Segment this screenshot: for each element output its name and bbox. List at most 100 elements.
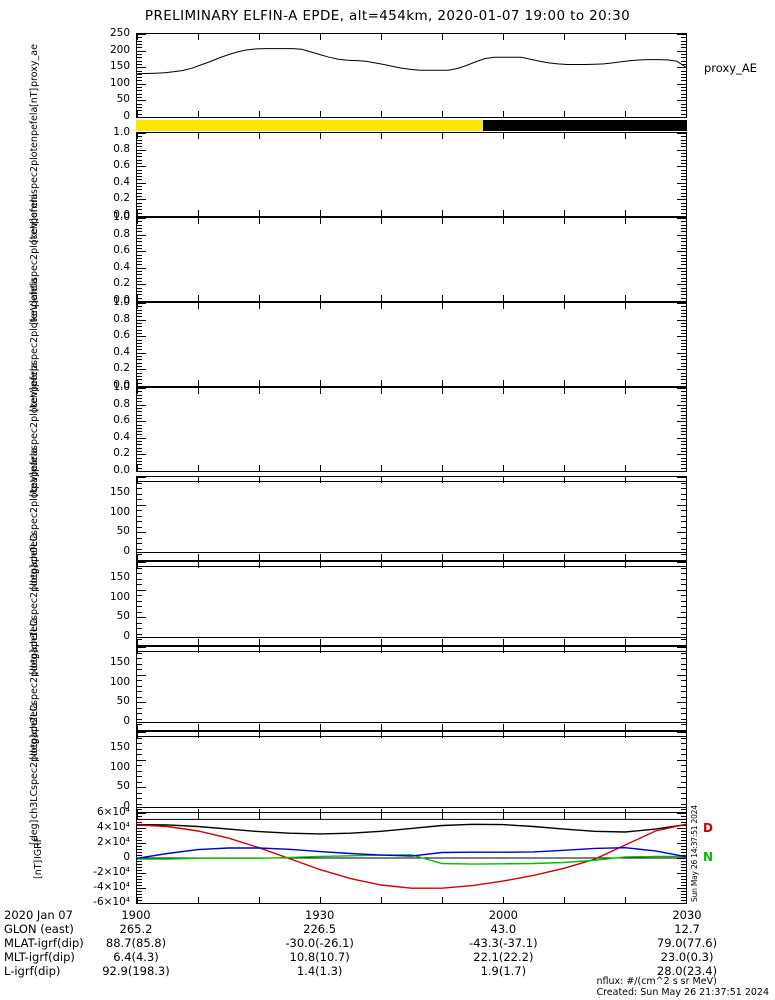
y-axis-label-line: en bbox=[29, 306, 40, 319]
axis-tick-x bbox=[137, 724, 138, 730]
proxy-ae-trace bbox=[137, 48, 686, 75]
axis-tick-x bbox=[625, 554, 626, 560]
axis-tick-minor bbox=[137, 894, 142, 895]
axis-tick-major bbox=[137, 787, 146, 788]
axis-tick-x bbox=[442, 133, 443, 139]
axis-tick-minor bbox=[137, 231, 142, 232]
annotation-label: GLON (east) bbox=[4, 922, 74, 936]
axis-tick-x bbox=[198, 303, 199, 309]
axis-tick-minor bbox=[137, 346, 142, 347]
axis-tick-x bbox=[259, 647, 260, 653]
y-tick-labels-en-omni: 1.0 0.8 0.6 0.4 0.2 0.0 bbox=[0, 127, 133, 220]
axis-tick-minor bbox=[137, 538, 142, 539]
axis-tick-major bbox=[137, 320, 146, 321]
axis-tick-x bbox=[686, 554, 687, 560]
axis-tick-major bbox=[677, 100, 686, 101]
axis-tick-x bbox=[320, 34, 321, 40]
axis-tick-minor bbox=[137, 510, 142, 511]
axis-tick-minor bbox=[137, 499, 142, 500]
axis-tick-x bbox=[564, 647, 565, 653]
y-axis-label-line: pef bbox=[29, 716, 40, 732]
axis-tick-major bbox=[677, 84, 686, 85]
axis-tick-major bbox=[137, 813, 146, 814]
footer-units: nflux: #/(cm^2 s sr MeV) bbox=[596, 976, 717, 987]
axis-tick-minor bbox=[137, 356, 142, 357]
y-tick-label: 2×10⁴ bbox=[96, 836, 130, 848]
axis-tick-minor bbox=[137, 554, 142, 555]
axis-tick-x bbox=[442, 111, 443, 117]
y-axis-label-line: spec2plot bbox=[29, 235, 40, 282]
axis-tick-x bbox=[564, 639, 565, 645]
y-tick-label: 0.8 bbox=[113, 397, 130, 410]
y-axis-label-line: spec2plot bbox=[29, 403, 40, 451]
axis-tick-minor bbox=[681, 568, 686, 569]
axis-tick-minor bbox=[137, 708, 142, 709]
axis-tick-major bbox=[677, 183, 686, 184]
axis-tick-x bbox=[198, 388, 199, 394]
y-axis-label-line: ela bbox=[29, 617, 40, 632]
axis-tick-minor bbox=[137, 57, 142, 58]
axis-tick-x bbox=[625, 639, 626, 645]
axis-tick-minor bbox=[681, 900, 686, 901]
axis-tick-x bbox=[625, 380, 626, 386]
date-prefix: 2020 Jan 07 bbox=[4, 908, 73, 922]
axis-tick-x bbox=[320, 477, 321, 483]
axis-tick-x bbox=[198, 133, 199, 139]
axis-tick-minor bbox=[681, 468, 686, 469]
axis-tick-minor bbox=[137, 458, 142, 459]
axis-tick-x bbox=[503, 554, 504, 560]
axis-tick-major bbox=[137, 388, 146, 389]
axis-tick-minor bbox=[681, 359, 686, 360]
axis-tick-major bbox=[677, 199, 686, 200]
axis-tick-minor bbox=[681, 221, 686, 222]
guide-line bbox=[137, 566, 686, 567]
axis-tick-minor bbox=[137, 855, 142, 856]
axis-tick-minor bbox=[681, 241, 686, 242]
axis-tick-minor bbox=[681, 428, 686, 429]
y-axis-label-line: ela bbox=[29, 702, 40, 717]
axis-tick-minor bbox=[681, 401, 686, 402]
axis-tick-minor bbox=[681, 44, 686, 45]
guide-line bbox=[137, 637, 686, 638]
axis-tick-minor bbox=[681, 54, 686, 55]
y-axis-label-line: ela bbox=[29, 532, 40, 547]
axis-tick-minor bbox=[681, 173, 686, 174]
annotation-value: 23.0(0.3) bbox=[660, 950, 714, 964]
axis-tick-x bbox=[381, 554, 382, 560]
footer-created: Created: Sun May 26 21:37:51 2024 bbox=[596, 987, 769, 998]
axis-tick-major bbox=[677, 34, 686, 35]
y-axis-label-line: spec2plot bbox=[29, 743, 40, 791]
axis-tick-major bbox=[677, 51, 686, 52]
axis-tick-major bbox=[137, 903, 146, 904]
axis-tick-x bbox=[564, 133, 565, 139]
y-axis-label-line: spec2plot bbox=[29, 658, 40, 706]
y-tick-label: 0.6 bbox=[113, 244, 130, 257]
axis-tick-x bbox=[625, 813, 626, 819]
axis-tick-minor bbox=[137, 444, 142, 445]
axis-tick-minor bbox=[681, 340, 686, 341]
axis-tick-x bbox=[686, 218, 687, 224]
axis-tick-x bbox=[625, 388, 626, 394]
axis-tick-x bbox=[442, 210, 443, 216]
axis-tick-minor bbox=[137, 110, 142, 111]
igrf-series-B bbox=[137, 823, 686, 835]
axis-tick-minor bbox=[137, 316, 142, 317]
axis-tick-minor bbox=[137, 639, 142, 640]
axis-tick-minor bbox=[137, 606, 142, 607]
axis-tick-minor bbox=[137, 601, 142, 602]
annotation-label: MLAT-igrf(dip) bbox=[4, 936, 84, 950]
axis-tick-minor bbox=[681, 261, 686, 262]
axis-tick-x bbox=[686, 380, 687, 386]
y-tick-label: 150 bbox=[109, 485, 130, 498]
axis-tick-minor bbox=[137, 658, 142, 659]
axis-tick-minor bbox=[681, 310, 686, 311]
y-tick-label: 150 bbox=[109, 60, 130, 73]
axis-tick-minor bbox=[137, 107, 142, 108]
axis-tick-x bbox=[320, 210, 321, 216]
axis-tick-minor bbox=[137, 258, 142, 259]
annotation-value: 79.0(77.6) bbox=[656, 936, 718, 950]
annotation-label: MLT-igrf(dip) bbox=[4, 950, 75, 964]
axis-tick-major bbox=[677, 888, 686, 889]
axis-tick-x bbox=[625, 295, 626, 301]
igrf-series-N bbox=[137, 854, 686, 865]
